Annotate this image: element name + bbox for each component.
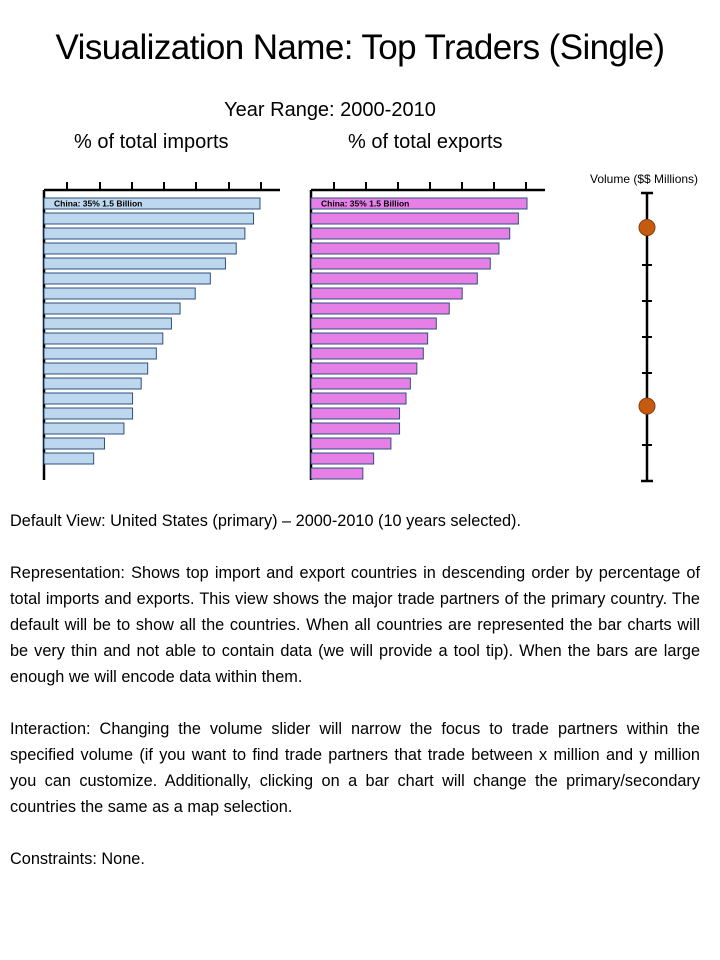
bar[interactable]	[310, 332, 429, 345]
bar[interactable]	[310, 272, 478, 285]
slider-handle[interactable]	[638, 397, 656, 415]
bar[interactable]	[43, 317, 172, 330]
bar[interactable]	[310, 197, 528, 210]
bar[interactable]	[310, 362, 418, 375]
bar[interactable]	[43, 362, 149, 375]
exports-bar-chart[interactable]: China: 35% 1.5 Billion	[309, 182, 545, 480]
bar[interactable]	[310, 317, 437, 330]
bar[interactable]	[43, 212, 255, 225]
bar[interactable]	[310, 392, 407, 405]
bar[interactable]	[43, 392, 134, 405]
bar[interactable]	[43, 302, 181, 315]
bar[interactable]	[310, 227, 511, 240]
interaction-text: Interaction: Changing the volume slider …	[10, 720, 700, 816]
imports-heading: % of total imports	[74, 131, 229, 153]
bar[interactable]	[43, 242, 237, 255]
bar[interactable]	[43, 227, 246, 240]
bar[interactable]	[310, 287, 463, 300]
bar[interactable]	[43, 287, 196, 300]
description: Default View: United States (primary) – …	[10, 508, 700, 872]
bar[interactable]	[43, 257, 226, 270]
bar[interactable]	[43, 332, 164, 345]
bar[interactable]	[310, 257, 491, 270]
bar[interactable]	[43, 422, 125, 435]
bar[interactable]	[310, 242, 500, 255]
bar[interactable]	[43, 437, 105, 450]
bar[interactable]	[43, 377, 142, 390]
bar[interactable]	[310, 377, 411, 390]
bar[interactable]	[310, 437, 392, 450]
constraints-text: Constraints: None.	[10, 850, 145, 868]
charts-canvas: China: 35% 1.5 Billion China: 35% 1.5 Bi…	[42, 182, 656, 483]
volume-slider[interactable]	[638, 191, 656, 483]
year-range: Year Range: 2000-2010	[224, 99, 436, 121]
bar[interactable]	[310, 452, 375, 465]
volume-label: Volume ($$ Millions)	[590, 172, 699, 186]
bar[interactable]	[310, 302, 450, 315]
bar[interactable]	[43, 407, 134, 420]
bar-annotation: China: 35% 1.5 Billion	[54, 199, 142, 209]
bar[interactable]	[310, 347, 424, 360]
imports-bar-chart[interactable]: China: 35% 1.5 Billion	[42, 182, 280, 480]
bar[interactable]	[43, 197, 261, 210]
bar[interactable]	[43, 347, 157, 360]
default-view-text: Default View: United States (primary) – …	[10, 512, 521, 530]
bar[interactable]	[310, 467, 364, 480]
bar[interactable]	[310, 407, 401, 420]
page-title: Visualization Name: Top Traders (Single)	[55, 28, 666, 67]
exports-heading: % of total exports	[348, 131, 503, 153]
bar-annotation: China: 35% 1.5 Billion	[321, 199, 409, 209]
bar[interactable]	[43, 452, 95, 465]
bar[interactable]	[310, 422, 401, 435]
bar[interactable]	[43, 272, 211, 285]
representation-text: Representation: Shows top import and exp…	[10, 564, 700, 686]
bar[interactable]	[310, 212, 519, 225]
slider-handle[interactable]	[638, 219, 656, 237]
